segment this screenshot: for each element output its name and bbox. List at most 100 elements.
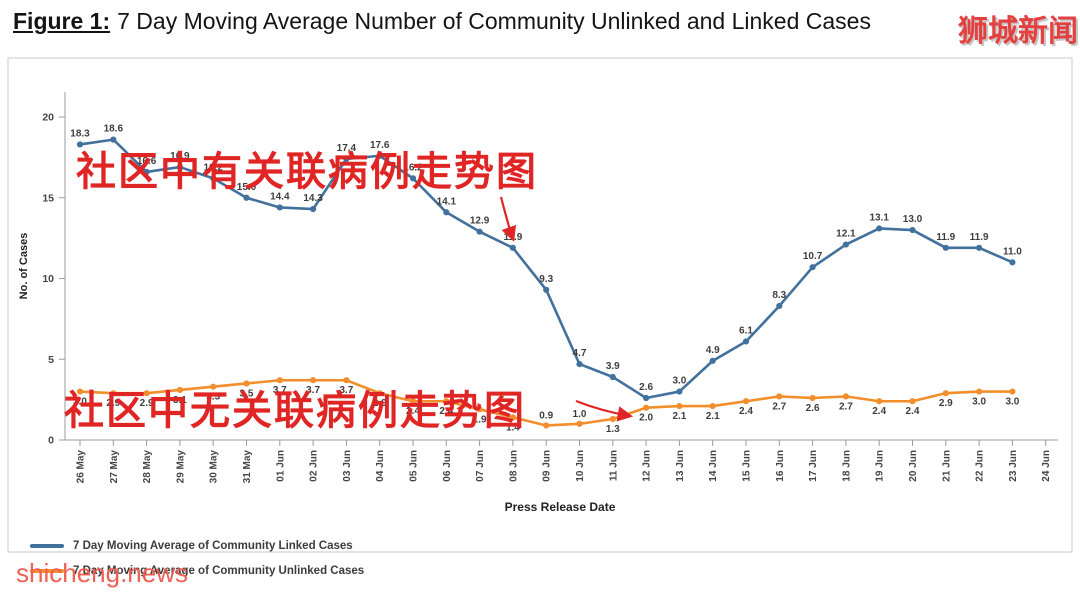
svg-text:14 Jun: 14 Jun xyxy=(708,450,719,482)
svg-text:11.9: 11.9 xyxy=(936,232,955,243)
svg-text:4.7: 4.7 xyxy=(573,348,587,359)
legend-item-linked: 7 Day Moving Average of Community Linked… xyxy=(30,533,364,558)
svg-text:2.4: 2.4 xyxy=(406,406,420,417)
svg-text:21 Jun: 21 Jun xyxy=(941,450,952,482)
svg-text:2.4: 2.4 xyxy=(906,406,920,417)
annotation-linked-label: 社区中有关联病例走势图 xyxy=(76,150,538,194)
svg-text:3.3: 3.3 xyxy=(206,392,220,403)
svg-text:30 May: 30 May xyxy=(209,450,220,484)
chart-legend: 7 Day Moving Average of Community Linked… xyxy=(30,533,364,583)
svg-text:04 Jun: 04 Jun xyxy=(375,450,386,482)
svg-text:27 May: 27 May xyxy=(109,450,120,484)
svg-text:11 Jun: 11 Jun xyxy=(608,450,619,481)
svg-text:11.9: 11.9 xyxy=(970,232,989,243)
svg-text:3.7: 3.7 xyxy=(306,385,320,396)
svg-text:05 Jun: 05 Jun xyxy=(409,450,420,482)
svg-text:20: 20 xyxy=(42,112,54,124)
x-axis-title: Press Release Date xyxy=(505,500,616,514)
svg-text:17 Jun: 17 Jun xyxy=(808,450,819,482)
svg-text:3.7: 3.7 xyxy=(339,385,353,396)
svg-text:29 May: 29 May xyxy=(175,450,186,484)
legend-swatch-unlinked xyxy=(30,568,64,573)
svg-text:6.1: 6.1 xyxy=(739,325,753,336)
svg-text:3.0: 3.0 xyxy=(1005,397,1019,408)
svg-text:3.1: 3.1 xyxy=(173,395,187,406)
svg-text:11.0: 11.0 xyxy=(1003,246,1022,257)
svg-text:03 Jun: 03 Jun xyxy=(342,450,353,482)
svg-text:13.0: 13.0 xyxy=(903,214,923,225)
svg-text:3.0: 3.0 xyxy=(73,397,87,408)
svg-text:0.9: 0.9 xyxy=(539,410,553,421)
svg-text:8.3: 8.3 xyxy=(772,290,786,301)
svg-text:17.4: 17.4 xyxy=(337,143,357,154)
svg-text:2.4: 2.4 xyxy=(439,406,453,417)
svg-text:20 Jun: 20 Jun xyxy=(908,450,919,482)
svg-text:19 Jun: 19 Jun xyxy=(875,450,886,482)
svg-text:15: 15 xyxy=(42,192,54,204)
svg-text:2.4: 2.4 xyxy=(739,406,753,417)
series-linked: 18.3 18.6 16.6 16.9 16.2 15.0 14.4 14.3 17.4 17.6… xyxy=(70,124,1022,402)
svg-text:4.9: 4.9 xyxy=(706,345,720,356)
svg-text:23 Jun: 23 Jun xyxy=(1008,450,1019,482)
y-axis: 0 5 10 15 20 xyxy=(42,112,65,447)
svg-text:2.0: 2.0 xyxy=(639,413,653,424)
legend-swatch-linked xyxy=(30,543,64,548)
svg-text:12.9: 12.9 xyxy=(470,216,490,227)
annotation-unlinked-label: 社区中无关联病例走势图 xyxy=(64,389,526,433)
svg-text:2.9: 2.9 xyxy=(939,398,953,409)
svg-text:3.0: 3.0 xyxy=(672,376,686,387)
svg-text:10.7: 10.7 xyxy=(803,251,823,262)
svg-text:26 May: 26 May xyxy=(76,450,87,484)
svg-text:2.9: 2.9 xyxy=(106,398,120,409)
svg-text:12 Jun: 12 Jun xyxy=(642,450,653,482)
svg-text:28 May: 28 May xyxy=(142,450,153,484)
svg-text:16 Jun: 16 Jun xyxy=(775,450,786,482)
figure-title-prefix: Figure 1: xyxy=(13,8,111,34)
svg-text:1.0: 1.0 xyxy=(573,409,587,420)
svg-text:12.1: 12.1 xyxy=(836,229,856,240)
watermark-top-right: 狮城新闻 xyxy=(958,15,1078,48)
svg-text:10: 10 xyxy=(42,273,54,285)
svg-text:08 Jun: 08 Jun xyxy=(508,450,519,482)
svg-text:2.6: 2.6 xyxy=(639,382,653,393)
svg-text:9.3: 9.3 xyxy=(539,274,553,285)
svg-text:18 Jun: 18 Jun xyxy=(841,450,852,482)
svg-text:18.3: 18.3 xyxy=(70,128,90,139)
svg-text:1.9: 1.9 xyxy=(473,414,487,425)
svg-text:1.4: 1.4 xyxy=(506,422,520,433)
svg-text:24 Jun: 24 Jun xyxy=(1041,450,1052,482)
svg-text:06 Jun: 06 Jun xyxy=(442,450,453,482)
y-axis-title: No. of Cases xyxy=(18,233,30,300)
svg-text:22 Jun: 22 Jun xyxy=(975,450,986,482)
svg-text:2.1: 2.1 xyxy=(672,411,686,422)
svg-text:07 Jun: 07 Jun xyxy=(475,450,486,482)
svg-text:14.3: 14.3 xyxy=(303,193,323,204)
legend-item-unlinked: 7 Day Moving Average of Community Unlink… xyxy=(30,558,364,583)
chart-frame xyxy=(7,57,1073,553)
svg-text:2.9: 2.9 xyxy=(373,398,387,409)
svg-text:15.0: 15.0 xyxy=(237,182,257,193)
legend-label-linked: 7 Day Moving Average of Community Linked… xyxy=(73,539,353,552)
svg-text:01 Jun: 01 Jun xyxy=(275,450,286,482)
svg-text:02 Jun: 02 Jun xyxy=(309,450,320,482)
svg-text:2.6: 2.6 xyxy=(806,403,820,414)
svg-text:13 Jun: 13 Jun xyxy=(675,450,686,482)
svg-text:1.3: 1.3 xyxy=(606,424,620,435)
svg-text:2.1: 2.1 xyxy=(706,411,720,422)
svg-text:17.6: 17.6 xyxy=(370,140,390,151)
svg-text:5: 5 xyxy=(48,354,54,366)
svg-text:15 Jun: 15 Jun xyxy=(742,450,753,482)
svg-text:16.2: 16.2 xyxy=(403,162,423,173)
svg-text:09 Jun: 09 Jun xyxy=(542,450,553,482)
svg-text:10 Jun: 10 Jun xyxy=(575,450,586,482)
svg-text:14.1: 14.1 xyxy=(437,196,457,207)
figure-title-text: 7 Day Moving Average Number of Community… xyxy=(117,8,871,34)
svg-text:2.9: 2.9 xyxy=(140,398,154,409)
svg-text:0: 0 xyxy=(48,435,54,447)
svg-text:16.9: 16.9 xyxy=(170,151,190,162)
svg-text:31 May: 31 May xyxy=(242,450,253,484)
svg-text:2.7: 2.7 xyxy=(772,401,786,412)
svg-text:3.0: 3.0 xyxy=(972,397,986,408)
svg-text:2.7: 2.7 xyxy=(839,401,853,412)
